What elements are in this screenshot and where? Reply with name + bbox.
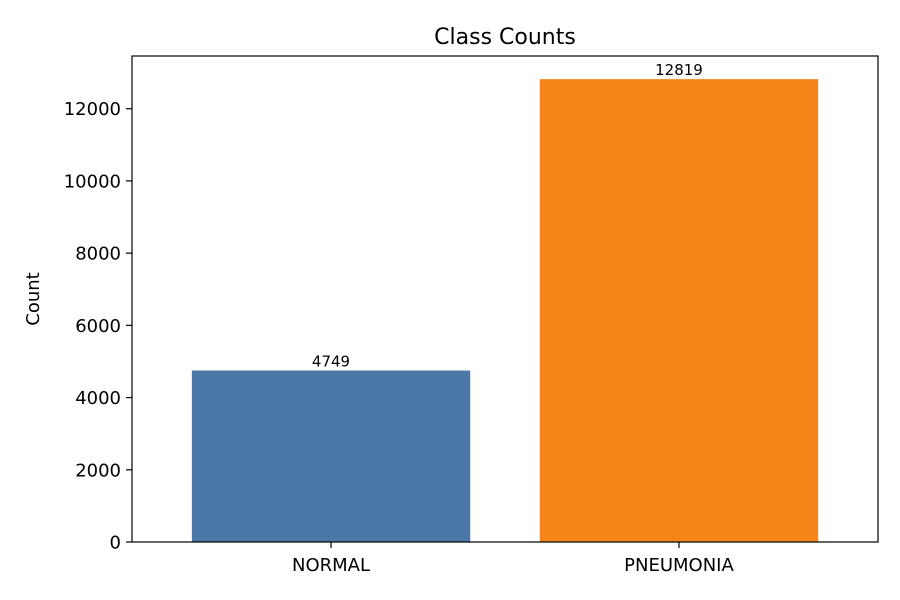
y-tick-label: 0: [110, 533, 121, 554]
y-tick-label: 8000: [75, 244, 121, 265]
x-tick-label: PNEUMONIA: [624, 555, 734, 576]
data-label-normal: 4749: [312, 353, 350, 371]
y-tick-label: 6000: [75, 316, 121, 337]
y-tick-label: 12000: [64, 99, 121, 120]
data-label-pneumonia: 12819: [655, 61, 703, 79]
chart-title: Class Counts: [434, 25, 576, 50]
y-tick-label: 4000: [75, 388, 121, 409]
axes-frame: [131, 55, 879, 543]
plot-area: 4749 NORMAL 12819 PNEUMONIA 0 2000 4000 6000 800…: [64, 55, 879, 576]
bar-pneumonia: [539, 79, 819, 542]
x-tick-label: NORMAL: [292, 555, 370, 576]
bar-normal: [191, 370, 471, 542]
y-tick-label: 10000: [64, 171, 121, 192]
y-axis-label: Count: [23, 272, 44, 325]
y-tick-label: 2000: [75, 460, 121, 481]
